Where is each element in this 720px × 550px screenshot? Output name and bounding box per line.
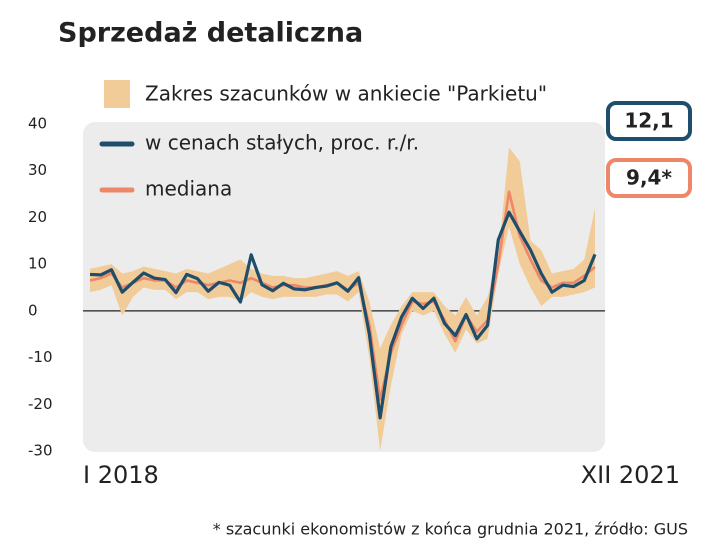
end-label: 9,4* [626,166,672,190]
y-tick-label: 30 [28,161,47,179]
legend-label: Zakres szacunków w ankiecie "Parkietu" [145,82,547,106]
line [89,210,597,420]
legend-swatch [104,80,130,108]
legend-label: w cenach stałych, proc. r./r. [145,131,419,155]
x-tick-label: XII 2021 [581,461,680,489]
end-label-box [606,158,692,198]
footnote: * szacunki ekonomistów z końca grudnia 2… [213,520,688,539]
y-tick-label: -20 [28,395,53,413]
legend-label: mediana [145,177,232,201]
y-tick-label: -30 [28,442,53,460]
y-tick-label: 0 [28,301,38,319]
end-label-box [606,101,692,141]
y-tick-label: 40 [28,115,47,133]
estimate-range [90,147,595,451]
y-tick-label: 10 [28,255,47,273]
end-label: 12,1 [624,109,673,133]
chart-title: Sprzedaż detaliczna [58,18,363,49]
y-tick-label: -10 [28,348,53,366]
y-tick-label: 20 [28,208,47,226]
x-tick-label: I 2018 [83,461,159,489]
